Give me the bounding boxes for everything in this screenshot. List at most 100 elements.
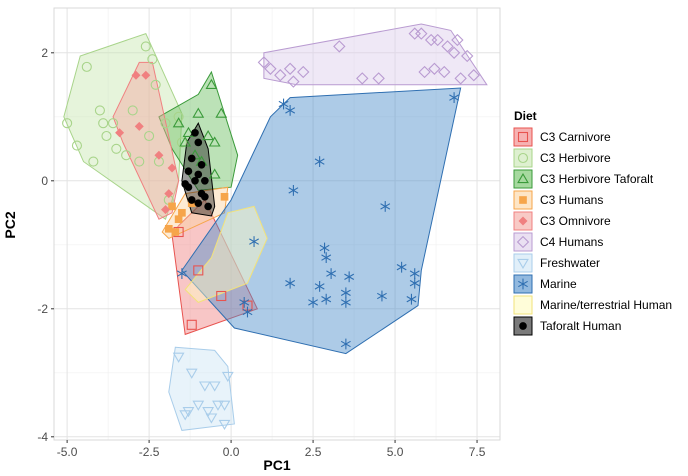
point-taforalt-human — [191, 176, 199, 185]
point-taforalt-human — [181, 180, 190, 188]
point-freshwater — [208, 381, 221, 392]
point-marine — [449, 92, 460, 103]
point-c4-humans — [447, 46, 461, 59]
point-taforalt-human — [194, 170, 203, 179]
legend-label: Marine/terrestrial Human — [540, 298, 672, 312]
legend-marker — [518, 216, 528, 226]
point-c3-herbivore-taforalt — [215, 107, 228, 118]
legend-key — [513, 169, 533, 189]
legend-label: Marine — [540, 277, 577, 291]
point-marine — [314, 281, 325, 292]
legend-item-marine-terrestrial-human: Marine/terrestrial Human — [513, 295, 672, 315]
legend-key — [513, 148, 533, 168]
point-c3-herbivore — [81, 61, 92, 72]
point-c3-humans — [220, 192, 229, 201]
point-marine — [396, 261, 407, 273]
point-marine — [321, 293, 332, 305]
point-marine — [242, 306, 253, 318]
point-c3-herbivore — [98, 118, 109, 129]
y-tick-label: 0 — [41, 174, 48, 188]
point-c3-herbivore — [144, 130, 155, 142]
legend-item-marine: Marine — [513, 274, 577, 294]
point-taforalt-human — [187, 154, 196, 163]
point-c3-herbivore — [150, 79, 161, 90]
point-freshwater — [185, 368, 198, 379]
point-c3-omnivore — [131, 70, 141, 80]
legend-marker — [517, 172, 529, 184]
y-axis-ticks: 2 0 -2 -4 — [37, 46, 54, 444]
point-c3-herbivore — [127, 105, 138, 116]
legend-label: C3 Herbivore — [540, 151, 611, 165]
x-tick-label: 5.0 — [387, 445, 404, 459]
point-c3-herbivore-taforalt — [205, 78, 218, 89]
x-tick-label: 2.5 — [305, 445, 322, 459]
legend-item-c3-omnivore: C3 Omnivore — [513, 211, 611, 231]
hull-c3-herbivore — [63, 32, 183, 220]
legend-marker — [517, 131, 529, 143]
point-c3-omnivore — [154, 150, 164, 160]
point-c3-humans — [171, 228, 180, 236]
hull-c3-omnivore — [112, 61, 180, 220]
legend-marker — [517, 152, 529, 164]
point-c3-omnivore — [161, 205, 170, 215]
point-c3-herbivore-taforalt — [182, 126, 195, 137]
point-marine — [409, 268, 420, 279]
panel-background — [54, 8, 500, 440]
point-freshwater — [221, 371, 234, 383]
legend-label: Taforalt Human — [540, 319, 621, 333]
legend-marker — [519, 196, 527, 204]
point-c3-carnivore — [186, 319, 197, 330]
point-marine — [344, 271, 355, 283]
point-c3-humans — [164, 224, 173, 233]
point-c4-humans — [454, 72, 467, 85]
point-c4-humans — [297, 65, 310, 79]
point-c4-humans — [372, 72, 385, 85]
point-marine — [314, 156, 325, 167]
legend-label: C4 Humans — [540, 235, 603, 249]
point-freshwater — [212, 400, 224, 411]
legend-item-c3-herbivore: C3 Herbivore — [513, 148, 611, 168]
point-c3-herbivore — [176, 137, 187, 148]
point-marine — [406, 293, 417, 305]
point-c4-humans — [257, 56, 271, 69]
legend-title: Diet — [514, 109, 537, 123]
point-freshwater — [202, 407, 215, 418]
point-c3-herbivore-taforalt — [172, 117, 185, 128]
convex-hulls — [63, 23, 488, 431]
point-marine — [326, 268, 337, 279]
x-tick-label: -5.0 — [57, 445, 78, 459]
point-c4-humans — [461, 49, 474, 63]
legend: Diet C3 Carnivore C3 Herbivore C3 Herbivor… — [513, 109, 672, 336]
y-tick-label: -4 — [37, 430, 48, 444]
point-c3-carnivore — [216, 290, 227, 302]
point-marine — [321, 252, 332, 263]
point-c4-humans — [441, 40, 454, 53]
point-c3-humans — [168, 202, 176, 211]
point-c3-herbivore — [173, 111, 184, 122]
hull-c4-humans — [263, 23, 488, 86]
point-taforalt-human — [201, 192, 209, 201]
point-c4-humans — [333, 40, 346, 53]
point-c4-humans — [274, 69, 287, 82]
point-c3-herbivore — [94, 105, 105, 116]
legend-label: Freshwater — [540, 256, 600, 270]
panel-border — [53, 7, 501, 441]
legend-item-c4-humans: C4 Humans — [513, 232, 603, 252]
y-tick-label: 2 — [41, 46, 48, 60]
hull-marine — [181, 87, 462, 355]
point-marine — [376, 290, 387, 302]
point-c3-herbivore-taforalt — [208, 136, 221, 147]
point-c4-humans — [438, 65, 451, 79]
hull-marine-terrestrial-human — [184, 205, 268, 303]
legend-key — [513, 295, 533, 315]
point-taforalt-human — [204, 202, 212, 211]
point-marine — [285, 105, 296, 116]
point-c3-omnivore — [141, 70, 151, 80]
point-marine — [285, 277, 296, 289]
point-c4-humans — [451, 33, 464, 47]
point-c4-humans — [283, 62, 297, 75]
point-taforalt-human — [194, 199, 203, 208]
point-c3-omnivore — [134, 121, 144, 131]
legend-item-c3-carnivore: C3 Carnivore — [513, 127, 611, 147]
